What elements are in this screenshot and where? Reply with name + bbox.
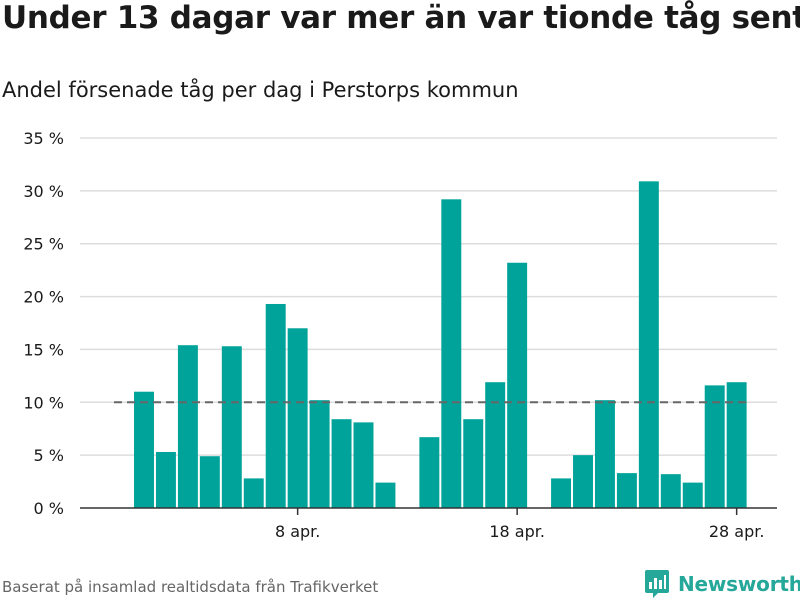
bar (243, 478, 264, 508)
chart-subtitle: Andel försenade tåg per dag i Perstorps … (2, 78, 519, 102)
bar (134, 391, 154, 508)
bar (309, 400, 330, 508)
bar (594, 400, 615, 508)
bars (134, 181, 747, 509)
bar (507, 262, 528, 508)
bar (177, 345, 198, 508)
bar (616, 473, 637, 508)
bar (441, 199, 462, 509)
y-axis-labels: 0 % 5 % 10 % 15 % 20 % 25 % 30 % 35 % (23, 129, 64, 518)
y-tick-label: 35 % (23, 129, 64, 148)
bar (287, 328, 308, 508)
x-tick-label: 18 apr. (489, 522, 545, 541)
y-tick-label: 25 % (23, 235, 64, 254)
x-axis (80, 507, 777, 515)
bar (199, 456, 220, 508)
bar (463, 419, 484, 508)
bar (660, 474, 681, 508)
bar (551, 478, 572, 508)
y-tick-label: 10 % (23, 393, 64, 412)
bar (682, 482, 703, 508)
bar (485, 382, 506, 508)
chart-title: Under 13 dagar var mer än var tionde tåg… (2, 0, 800, 36)
bar (331, 419, 352, 508)
x-tick-label: 28 apr. (709, 522, 765, 541)
bar (353, 422, 374, 508)
bar (375, 482, 396, 508)
bar-chart-logo-icon (645, 570, 669, 598)
x-tick-label: 8 apr. (275, 522, 320, 541)
y-tick-label: 20 % (23, 288, 64, 307)
bar (221, 346, 242, 508)
x-axis-labels: 8 apr. 18 apr. 28 apr. (275, 522, 765, 541)
bar (704, 385, 725, 508)
bar (638, 181, 659, 509)
y-tick-label: 0 % (34, 499, 64, 518)
newsworthy-logo: Newsworthy (644, 568, 800, 600)
y-tick-label: 15 % (23, 340, 64, 359)
brand-name: Newsworthy (678, 572, 800, 596)
y-tick-label: 5 % (34, 446, 64, 465)
y-tick-label: 30 % (23, 182, 64, 201)
bar (726, 382, 747, 508)
bar (573, 455, 593, 508)
bar (419, 437, 440, 508)
source-note: Baserat på insamlad realtidsdata från Tr… (2, 578, 379, 596)
bar (265, 303, 286, 508)
bar (155, 451, 176, 508)
bar-chart: 0 % 5 % 10 % 15 % 20 % 25 % 30 % 35 % 8 apr. 18 … (23, 129, 777, 541)
